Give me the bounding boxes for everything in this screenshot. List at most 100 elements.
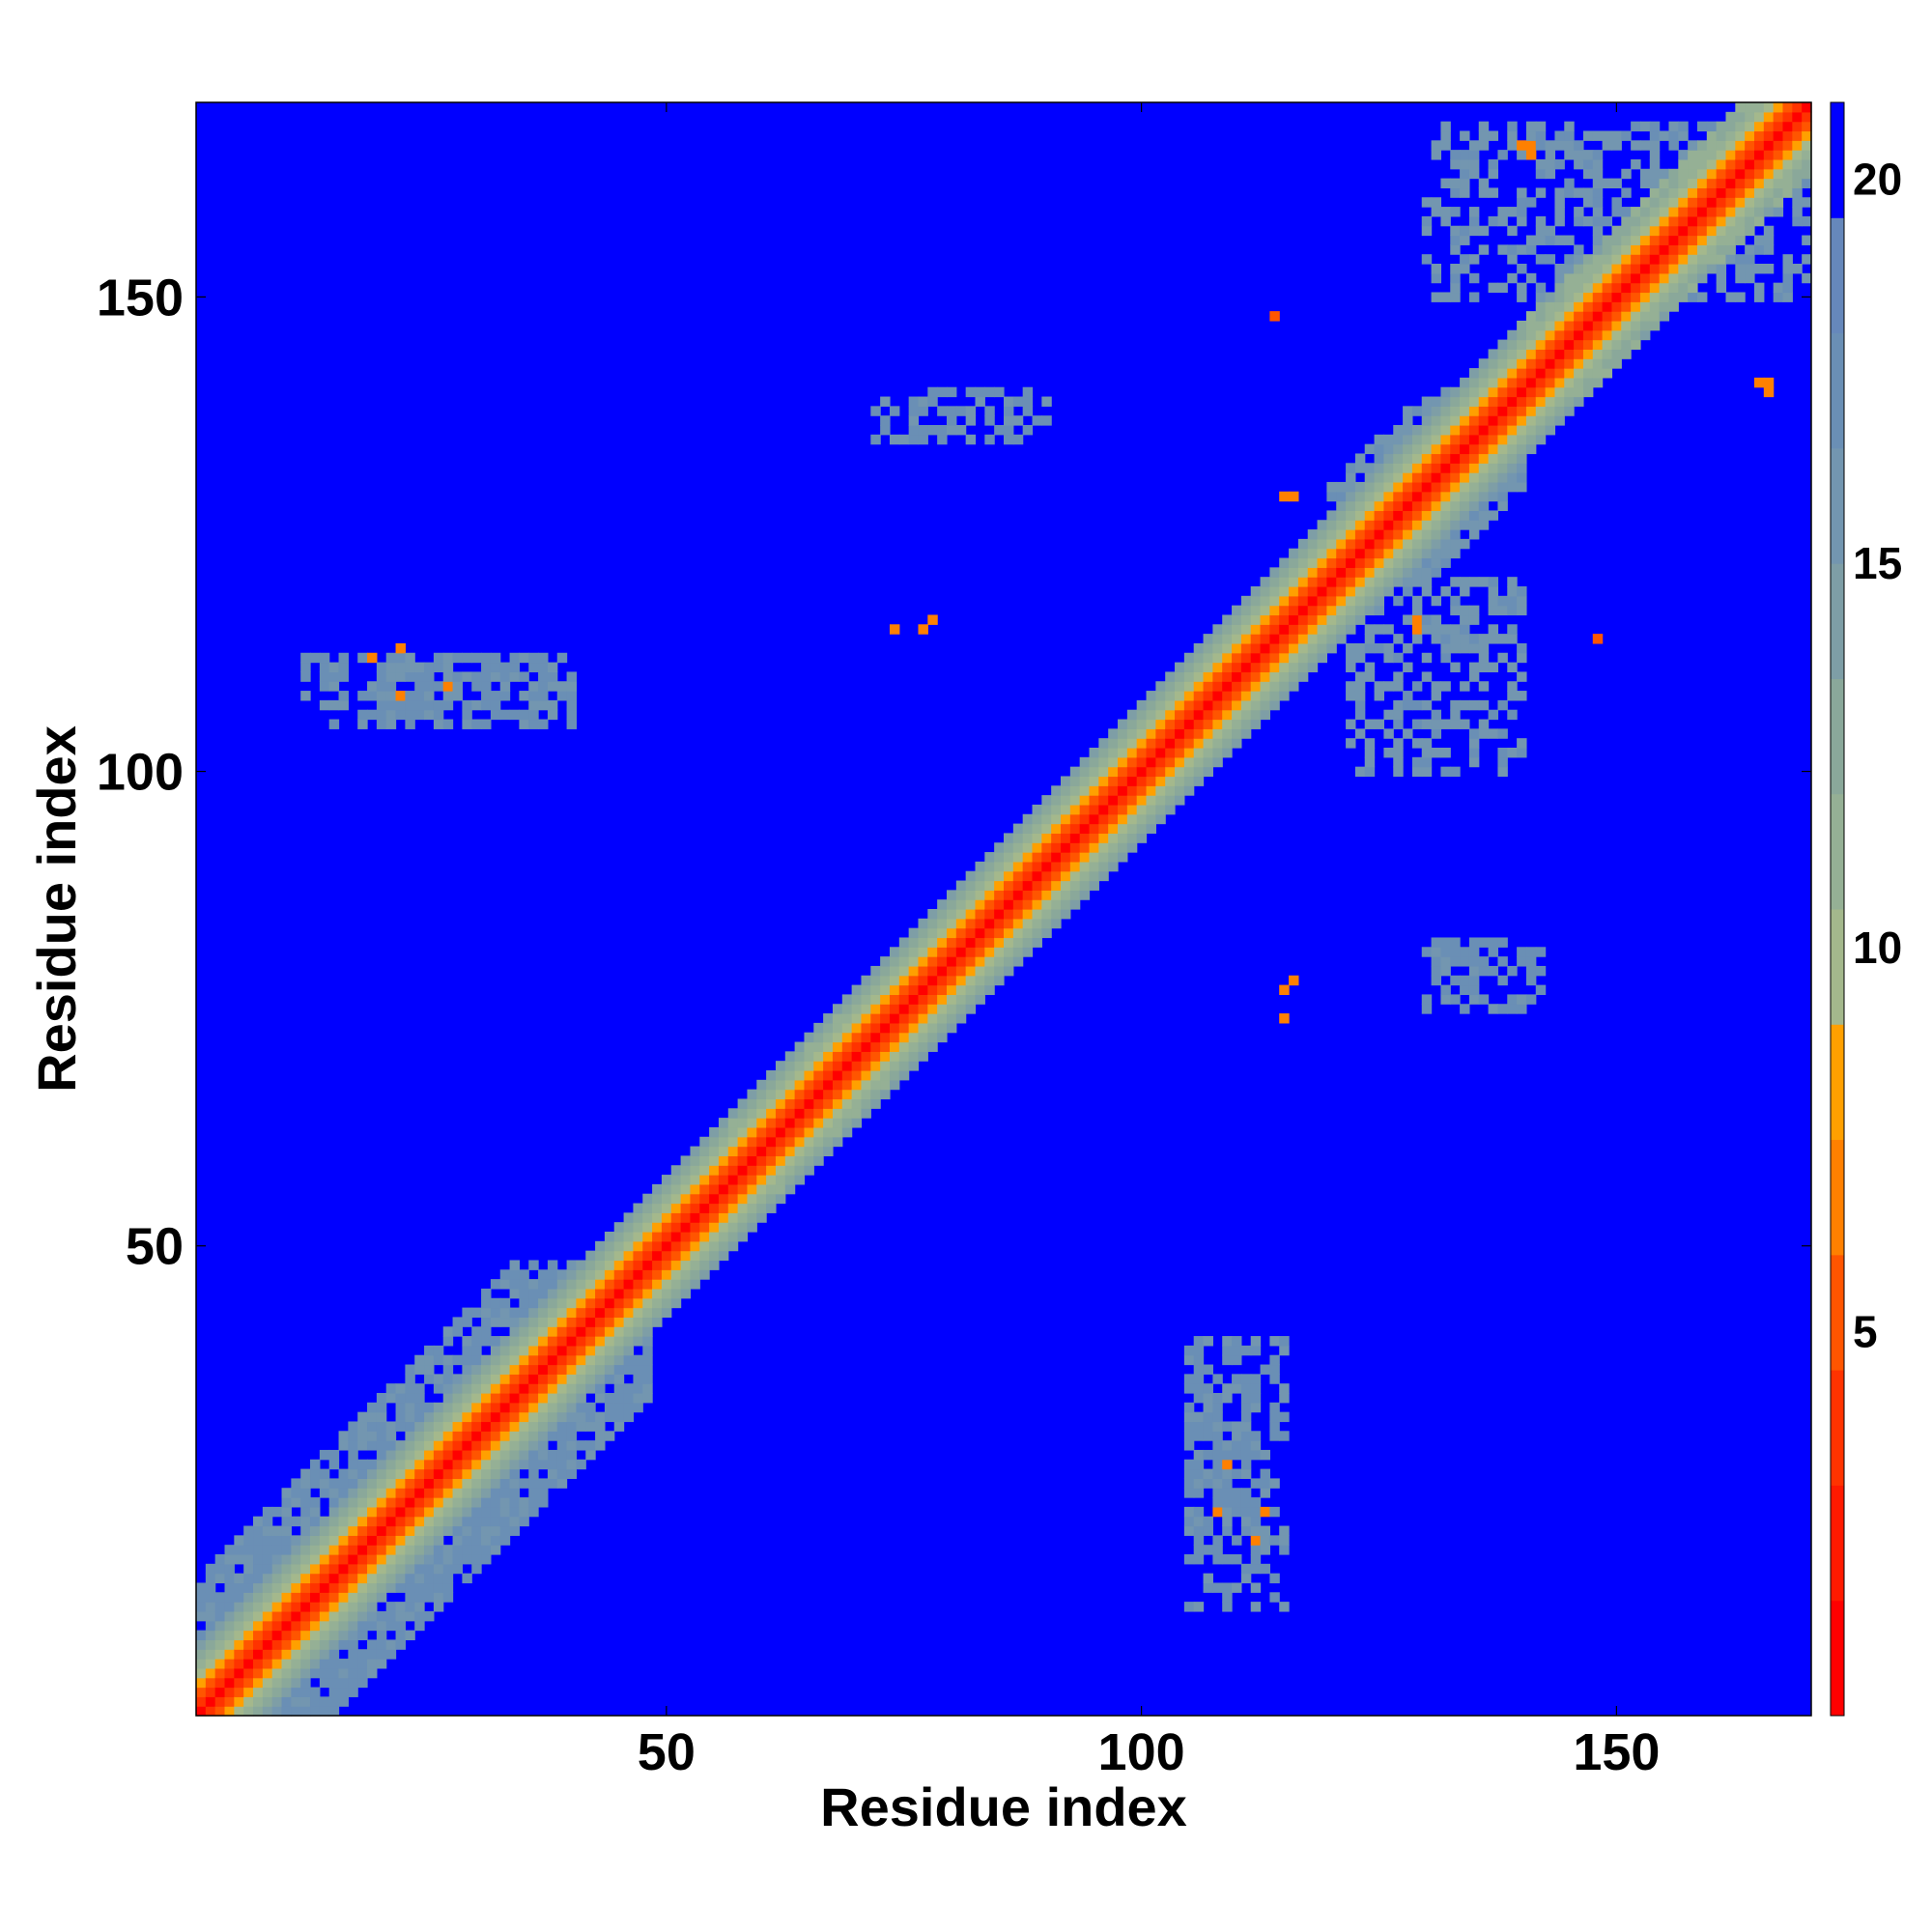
heatmap-cell [1403, 529, 1413, 540]
heatmap-cell [1250, 1336, 1262, 1347]
heatmap-cell [1564, 329, 1575, 341]
heatmap-cell [1431, 272, 1442, 284]
heatmap-cell [1146, 738, 1156, 749]
heatmap-cell [1118, 719, 1128, 729]
heatmap-cell [585, 1354, 596, 1366]
heatmap-cell [1488, 434, 1499, 445]
heatmap-cell [1745, 197, 1755, 208]
heatmap-cell [1525, 368, 1537, 379]
heatmap-cell [1403, 577, 1413, 587]
heatmap-cell [348, 1459, 358, 1470]
heatmap-cell [1118, 748, 1128, 758]
heatmap-cell [1250, 662, 1262, 673]
heatmap-cell [367, 1610, 378, 1622]
heatmap-cell [595, 1364, 606, 1375]
heatmap-cell [595, 1288, 606, 1299]
heatmap-cell [1346, 719, 1356, 729]
heatmap-cell [1440, 130, 1451, 141]
heatmap-cell [509, 1336, 520, 1347]
heatmap-cell [1488, 425, 1499, 436]
heatmap-cell [442, 1411, 454, 1423]
heatmap-cell [367, 1402, 378, 1413]
heatmap-cell [414, 1525, 425, 1536]
heatmap-cell [1639, 140, 1651, 151]
heatmap-cell [994, 937, 1005, 948]
heatmap-cell [1535, 434, 1547, 445]
heatmap-cell [1763, 130, 1775, 141]
heatmap-cell [1753, 207, 1765, 217]
heatmap-cell [1478, 642, 1490, 654]
heatmap-cell [1326, 624, 1337, 635]
heatmap-cell [1354, 614, 1366, 625]
heatmap-cell [1041, 396, 1052, 407]
heatmap-cell [1431, 425, 1442, 436]
heatmap-cell [1450, 434, 1461, 445]
heatmap-cell [1592, 339, 1604, 351]
heatmap-cell [234, 1535, 244, 1546]
heatmap-cell [784, 1051, 796, 1062]
heatmap-cell [338, 1468, 349, 1480]
heatmap-cell [1364, 748, 1376, 758]
heatmap-cell [1118, 804, 1128, 815]
heatmap-cell [310, 652, 321, 664]
heatmap-cell [499, 709, 511, 721]
heatmap-cell [1592, 187, 1604, 198]
heatmap-cell [861, 1013, 871, 1024]
heatmap-cell [1289, 491, 1299, 502]
heatmap-cell [576, 1297, 586, 1309]
heatmap-cell [291, 1554, 301, 1565]
heatmap-cell [253, 1554, 264, 1565]
heatmap-cell [1649, 197, 1661, 208]
heatmap-cell [385, 1639, 397, 1650]
heatmap-cell [1745, 272, 1755, 284]
heatmap-cell [1032, 842, 1042, 853]
heatmap-cell [994, 918, 1005, 929]
heatmap-cell [367, 1535, 378, 1546]
heatmap-cell [414, 1393, 425, 1404]
heatmap-cell [519, 1421, 529, 1432]
heatmap-cell [784, 1136, 796, 1148]
heatmap-cell [1649, 121, 1661, 132]
heatmap-cell [1478, 453, 1490, 464]
heatmap-cell [424, 1516, 435, 1527]
heatmap-cell [471, 719, 482, 729]
heatmap-cell [1118, 785, 1128, 796]
heatmap-cell [804, 1070, 814, 1081]
heatmap-cell [481, 1525, 492, 1536]
heatmap-cell [310, 1478, 321, 1489]
heatmap-cell [1582, 311, 1594, 322]
heatmap-cell [633, 1269, 643, 1280]
heatmap-cell [898, 1022, 910, 1034]
heatmap-cell [937, 927, 948, 939]
heatmap-cell [642, 1260, 653, 1270]
heatmap-cell [975, 899, 985, 910]
heatmap-cell [727, 1203, 739, 1213]
heatmap-cell [1403, 453, 1413, 464]
heatmap-cell [528, 1506, 539, 1518]
heatmap-cell [1421, 567, 1433, 578]
heatmap-cell [243, 1659, 254, 1669]
heatmap-cell [1468, 975, 1480, 986]
heatmap-cell [1212, 756, 1223, 768]
heatmap-cell [338, 1563, 349, 1575]
heatmap-cell [1611, 339, 1622, 351]
heatmap-cell [690, 1279, 700, 1290]
heatmap-cell [376, 1478, 387, 1489]
heatmap-cell [300, 652, 311, 664]
heatmap-cell [338, 1696, 349, 1707]
heatmap-cell [556, 1383, 568, 1394]
heatmap-cell [670, 1260, 682, 1270]
heatmap-cell [946, 1004, 957, 1014]
heatmap-cell [984, 918, 995, 929]
heatmap-cell [680, 1165, 692, 1176]
heatmap-cell [1004, 415, 1014, 426]
heatmap-cell [367, 1506, 378, 1518]
heatmap-cell [243, 1630, 254, 1641]
heatmap-cell [1326, 614, 1337, 625]
heatmap-cell [1706, 244, 1718, 255]
heatmap-cell [851, 1013, 863, 1024]
heatmap-cell [528, 1288, 539, 1299]
heatmap-cell [1004, 396, 1014, 407]
heatmap-cell [424, 1431, 435, 1441]
heatmap-cell [1061, 861, 1071, 872]
